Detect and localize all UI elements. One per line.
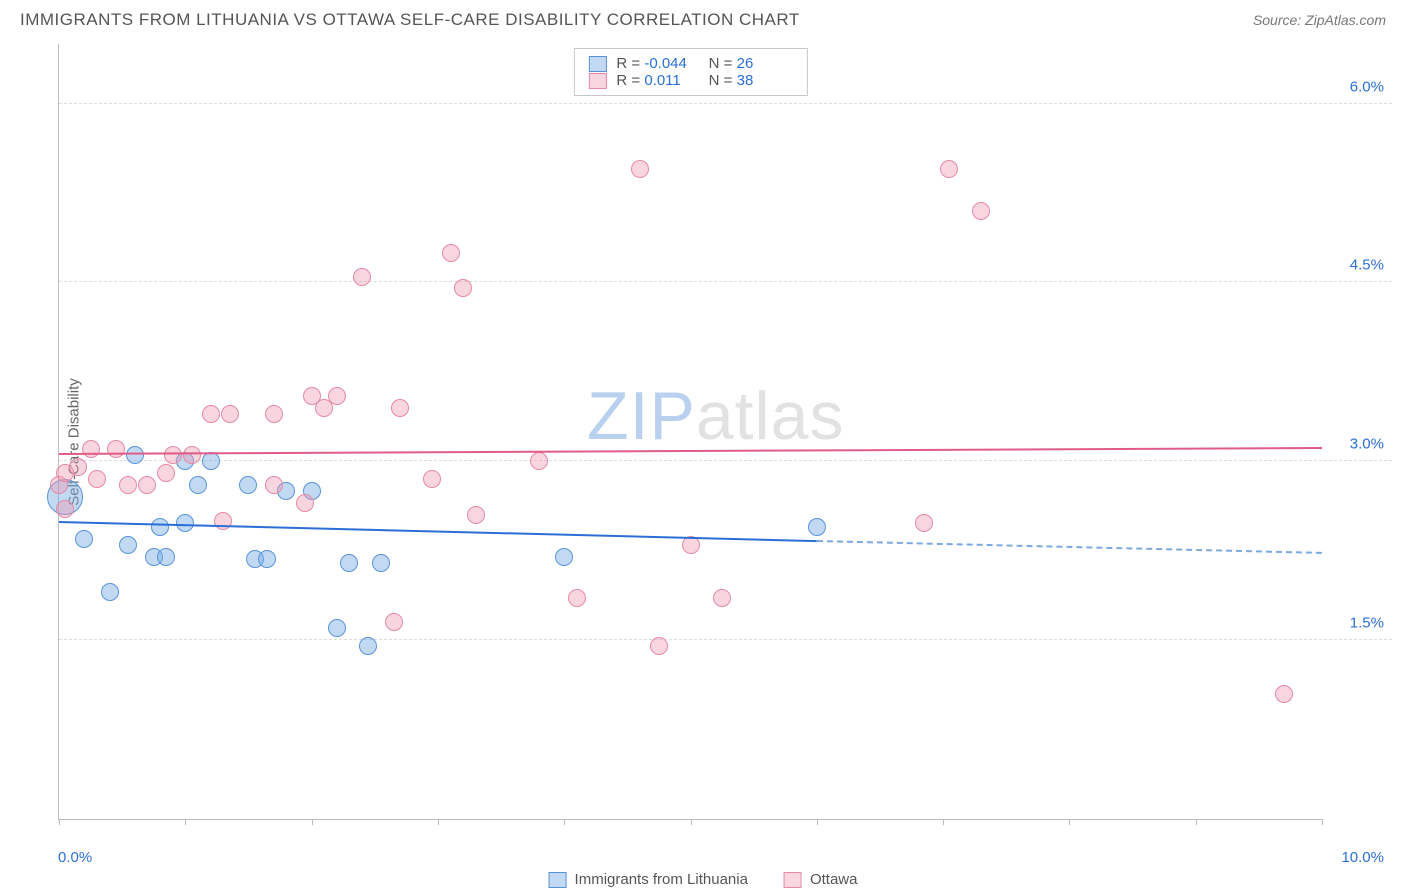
data-point: [915, 514, 933, 532]
data-point: [568, 589, 586, 607]
x-tick: [1322, 819, 1323, 825]
legend-swatch: [588, 56, 606, 72]
regression-line: [817, 540, 1322, 554]
data-point: [138, 476, 156, 494]
gridline: [59, 639, 1392, 640]
x-tick: [312, 819, 313, 825]
data-point: [631, 160, 649, 178]
x-tick: [817, 819, 818, 825]
data-point: [119, 476, 137, 494]
legend-label: Immigrants from Lithuania: [575, 871, 748, 888]
data-point: [239, 476, 257, 494]
data-point: [202, 405, 220, 423]
data-point: [126, 446, 144, 464]
data-point: [69, 458, 87, 476]
data-point: [265, 405, 283, 423]
y-tick-label: 6.0%: [1350, 78, 1384, 95]
x-axis-min-label: 0.0%: [58, 849, 92, 866]
regression-line: [59, 521, 817, 542]
x-tick: [943, 819, 944, 825]
data-point: [296, 494, 314, 512]
legend-row: R = 0.011 N = 38: [588, 72, 792, 89]
data-point: [82, 440, 100, 458]
data-point: [359, 637, 377, 655]
data-point: [221, 405, 239, 423]
legend-swatch: [588, 73, 606, 89]
data-point: [442, 244, 460, 262]
data-point: [119, 536, 137, 554]
legend-swatch: [784, 872, 802, 888]
x-tick: [1069, 819, 1070, 825]
data-point: [56, 500, 74, 518]
x-tick: [564, 819, 565, 825]
data-point: [189, 476, 207, 494]
data-point: [391, 399, 409, 417]
x-tick: [438, 819, 439, 825]
data-point: [202, 452, 220, 470]
x-tick: [59, 819, 60, 825]
data-point: [372, 554, 390, 572]
y-tick-label: 1.5%: [1350, 615, 1384, 632]
y-tick-label: 3.0%: [1350, 436, 1384, 453]
data-point: [328, 619, 346, 637]
gridline: [59, 281, 1392, 282]
data-point: [972, 202, 990, 220]
x-tick: [185, 819, 186, 825]
data-point: [101, 583, 119, 601]
data-point: [265, 476, 283, 494]
data-point: [713, 589, 731, 607]
chart-title: IMMIGRANTS FROM LITHUANIA VS OTTAWA SELF…: [20, 10, 800, 30]
data-point: [107, 440, 125, 458]
x-tick: [1196, 819, 1197, 825]
legend-item: Ottawa: [784, 871, 858, 888]
plot-area: ZIPatlas R = -0.044 N = 26R = 0.011 N = …: [58, 44, 1322, 820]
x-axis-max-label: 10.0%: [1341, 849, 1384, 866]
data-point: [423, 470, 441, 488]
data-point: [340, 554, 358, 572]
regression-line: [59, 447, 1322, 455]
source-attribution: Source: ZipAtlas.com: [1253, 12, 1386, 28]
data-point: [385, 613, 403, 631]
data-point: [555, 548, 573, 566]
data-point: [650, 637, 668, 655]
data-point: [183, 446, 201, 464]
data-point: [530, 452, 548, 470]
legend-swatch: [549, 872, 567, 888]
data-point: [940, 160, 958, 178]
correlation-legend: R = -0.044 N = 26R = 0.011 N = 38: [573, 48, 807, 96]
y-tick-label: 4.5%: [1350, 257, 1384, 274]
data-point: [88, 470, 106, 488]
gridline: [59, 460, 1392, 461]
series-legend: Immigrants from Lithuania Ottawa: [549, 871, 858, 888]
gridline: [59, 103, 1392, 104]
data-point: [157, 548, 175, 566]
data-point: [454, 279, 472, 297]
watermark: ZIPatlas: [587, 377, 844, 455]
data-point: [75, 530, 93, 548]
data-point: [157, 464, 175, 482]
legend-item: Immigrants from Lithuania: [549, 871, 748, 888]
data-point: [151, 518, 169, 536]
data-point: [328, 387, 346, 405]
data-point: [164, 446, 182, 464]
data-point: [353, 268, 371, 286]
data-point: [258, 550, 276, 568]
legend-label: Ottawa: [810, 871, 858, 888]
chart-container: Self-Care Disability ZIPatlas R = -0.044…: [36, 44, 1392, 840]
data-point: [467, 506, 485, 524]
x-tick: [691, 819, 692, 825]
data-point: [1275, 685, 1293, 703]
legend-row: R = -0.044 N = 26: [588, 55, 792, 72]
data-point: [808, 518, 826, 536]
